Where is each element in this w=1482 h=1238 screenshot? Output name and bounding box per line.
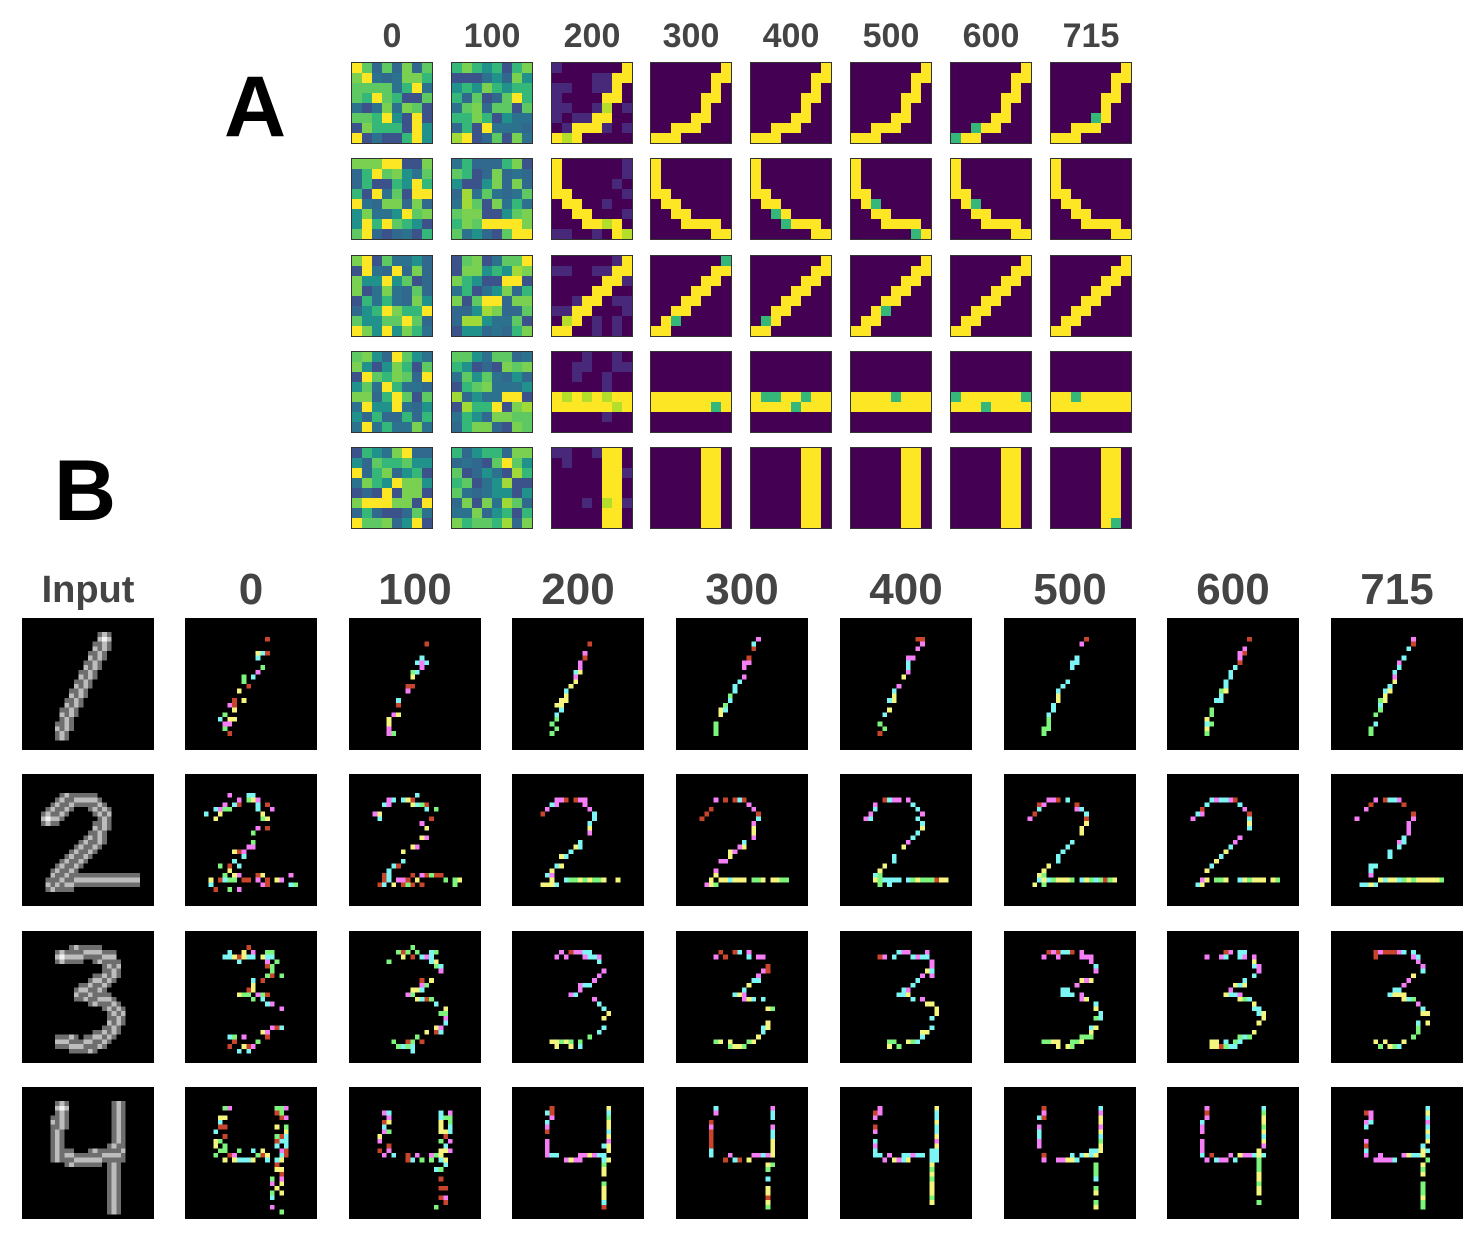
panel-b-activation-digit-3-iter-715	[1331, 931, 1463, 1063]
panel-a-column-header-600: 600	[962, 17, 1020, 55]
panel-b-activation-digit-4-iter-500	[1004, 1087, 1136, 1219]
panel-b-input-digit-1	[22, 618, 154, 750]
panel-b-column-header-0: 0	[238, 565, 264, 614]
panel-b-input-header: Input	[41, 569, 135, 611]
panel-a-filter-r1-iter-715	[1050, 62, 1132, 144]
panel-a-filter-r2-iter-200	[551, 158, 633, 240]
panel-b-activation-digit-1-iter-715	[1331, 618, 1463, 750]
panel-a-filter-r3-iter-300	[650, 255, 732, 337]
panel-a-filter-r2-iter-300	[650, 158, 732, 240]
panel-a-filter-r4-iter-500	[850, 351, 932, 433]
panel-a-filter-r5-iter-600	[950, 447, 1032, 529]
panel-b-activation-digit-4-iter-200	[512, 1087, 644, 1219]
panel-b-activation-digit-2-iter-0	[185, 774, 317, 906]
panel-b-activation-digit-3-iter-200	[512, 931, 644, 1063]
panel-b-column-header-100: 100	[378, 565, 452, 614]
panel-b-column-header-200: 200	[541, 565, 615, 614]
panel-a-column-header-0: 0	[382, 17, 402, 55]
panel-b-activation-digit-3-iter-300	[676, 931, 808, 1063]
panel-a-filter-r5-iter-300	[650, 447, 732, 529]
panel-b-label: B	[54, 443, 117, 539]
panel-a-filter-r4-iter-400	[750, 351, 832, 433]
panel-b-column-header-715: 715	[1360, 565, 1434, 614]
panel-b-activation-digit-2-iter-500	[1004, 774, 1136, 906]
panel-a-filter-r5-iter-500	[850, 447, 932, 529]
panel-a-filter-r2-iter-715	[1050, 158, 1132, 240]
panel-a-filter-r3-iter-715	[1050, 255, 1132, 337]
panel-a-column-header-400: 400	[762, 17, 820, 55]
panel-a-filter-r5-iter-200	[551, 447, 633, 529]
panel-a-filter-r4-iter-0	[351, 351, 433, 433]
panel-a-column-header-715: 715	[1062, 17, 1120, 55]
panel-a-filter-r3-iter-600	[950, 255, 1032, 337]
panel-b-column-header-300: 300	[705, 565, 779, 614]
panel-b-activation-digit-1-iter-600	[1167, 618, 1299, 750]
panel-b-input-digit-3	[22, 931, 154, 1063]
panel-a-filter-r5-iter-0	[351, 447, 433, 529]
panel-a-filter-r5-iter-100	[451, 447, 533, 529]
panel-b-activation-digit-4-iter-715	[1331, 1087, 1463, 1219]
panel-a-filter-r1-iter-400	[750, 62, 832, 144]
panel-a-filter-r2-iter-100	[451, 158, 533, 240]
panel-a-filter-r4-iter-600	[950, 351, 1032, 433]
panel-b-column-header-600: 600	[1196, 565, 1270, 614]
panel-b-activation-digit-3-iter-400	[840, 931, 972, 1063]
panel-a-filter-r1-iter-100	[451, 62, 533, 144]
panel-b-activation-digit-1-iter-0	[185, 618, 317, 750]
panel-b-activation-digit-1-iter-100	[349, 618, 481, 750]
panel-b-activation-digit-2-iter-300	[676, 774, 808, 906]
panel-a-filter-r4-iter-200	[551, 351, 633, 433]
panel-b-activation-digit-4-iter-400	[840, 1087, 972, 1219]
panel-a-filter-r4-iter-100	[451, 351, 533, 433]
panel-b-activation-digit-4-iter-300	[676, 1087, 808, 1219]
panel-a-filter-r1-iter-200	[551, 62, 633, 144]
panel-b-activation-digit-2-iter-400	[840, 774, 972, 906]
panel-b-input-digit-2	[22, 774, 154, 906]
panel-b-activation-digit-3-iter-100	[349, 931, 481, 1063]
panel-b-activation-digit-1-iter-200	[512, 618, 644, 750]
panel-b-activation-digit-4-iter-600	[1167, 1087, 1299, 1219]
panel-a-filter-r3-iter-100	[451, 255, 533, 337]
panel-b-activation-digit-4-iter-100	[349, 1087, 481, 1219]
panel-b-activation-digit-2-iter-100	[349, 774, 481, 906]
panel-a-filter-r2-iter-400	[750, 158, 832, 240]
panel-a-filter-r1-iter-600	[950, 62, 1032, 144]
panel-a-filter-r1-iter-0	[351, 62, 433, 144]
panel-b-column-header-400: 400	[869, 565, 943, 614]
panel-a-filter-r3-iter-500	[850, 255, 932, 337]
panel-a-filter-r5-iter-400	[750, 447, 832, 529]
panel-a-filter-r2-iter-500	[850, 158, 932, 240]
panel-a-column-header-100: 100	[463, 17, 521, 55]
panel-a-filter-r1-iter-300	[650, 62, 732, 144]
panel-a-filter-r3-iter-400	[750, 255, 832, 337]
panel-b-activation-digit-2-iter-200	[512, 774, 644, 906]
panel-a-filter-r5-iter-715	[1050, 447, 1132, 529]
panel-a-filter-r4-iter-715	[1050, 351, 1132, 433]
panel-b-column-header-500: 500	[1033, 565, 1107, 614]
panel-a-filter-r3-iter-0	[351, 255, 433, 337]
panel-a-filter-r1-iter-500	[850, 62, 932, 144]
panel-b-activation-digit-3-iter-600	[1167, 931, 1299, 1063]
panel-a-filter-r2-iter-0	[351, 158, 433, 240]
panel-b-activation-digit-3-iter-500	[1004, 931, 1136, 1063]
panel-b-activation-digit-3-iter-0	[185, 931, 317, 1063]
panel-b-activation-digit-4-iter-0	[185, 1087, 317, 1219]
panel-b-activation-digit-1-iter-400	[840, 618, 972, 750]
panel-a-filter-r2-iter-600	[950, 158, 1032, 240]
panel-a-column-header-300: 300	[662, 17, 720, 55]
panel-b-activation-digit-1-iter-500	[1004, 618, 1136, 750]
panel-b-input-digit-4	[22, 1087, 154, 1219]
panel-b-activation-digit-2-iter-715	[1331, 774, 1463, 906]
panel-b-activation-digit-2-iter-600	[1167, 774, 1299, 906]
panel-a-column-header-200: 200	[563, 17, 621, 55]
panel-a-filter-r3-iter-200	[551, 255, 633, 337]
panel-a-filter-r4-iter-300	[650, 351, 732, 433]
panel-b-activation-digit-1-iter-300	[676, 618, 808, 750]
panel-a-column-header-500: 500	[862, 17, 920, 55]
panel-a-label: A	[224, 59, 287, 155]
